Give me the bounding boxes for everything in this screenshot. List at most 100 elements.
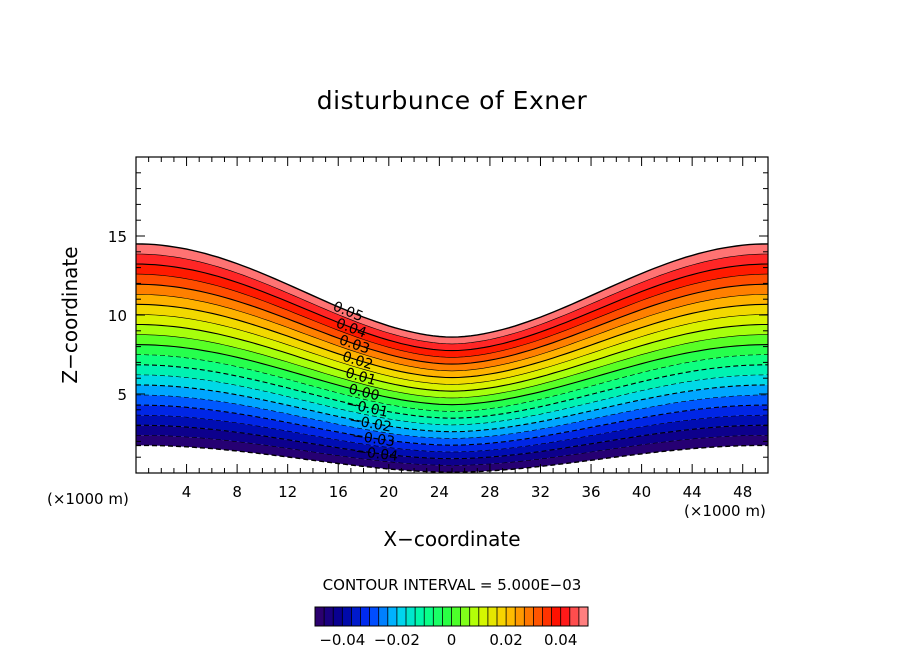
contour-label: −0.03 <box>351 428 396 450</box>
contour-band <box>136 274 768 365</box>
colorbar-swatch <box>387 607 398 626</box>
x-tick-label: 32 <box>531 483 550 501</box>
contour-band <box>136 425 768 466</box>
x-tick-label: 24 <box>430 483 449 501</box>
colorbar-swatch <box>442 607 452 626</box>
contour-line <box>135 243 769 338</box>
colorbar-swatch <box>578 607 589 626</box>
colorbar-frame <box>314 606 589 627</box>
y-tick-label: 10 <box>108 307 127 325</box>
colorbar-swatch <box>497 607 507 626</box>
x-tick-label: 48 <box>733 483 752 501</box>
colorbar-swatch <box>560 607 570 626</box>
contour-band <box>136 294 768 378</box>
contour-band <box>136 405 768 452</box>
contour-band <box>136 284 768 371</box>
contour-line <box>136 334 768 399</box>
x-tick-label: 20 <box>379 483 398 501</box>
contour-band <box>136 344 768 412</box>
contour-line <box>135 344 769 406</box>
colorbar-swatch <box>333 607 343 626</box>
x-tick-label: 40 <box>632 483 651 501</box>
contour-line <box>135 273 769 358</box>
contour-band <box>136 254 768 351</box>
contour-band <box>136 384 768 439</box>
contour-line <box>135 283 769 365</box>
contour-label: 0.00 <box>347 381 381 404</box>
y-tick-label: 15 <box>108 228 127 246</box>
colorbar-swatch <box>315 607 325 626</box>
y-tick-label: 5 <box>117 386 127 404</box>
colorbar-swatch <box>378 607 388 626</box>
contour-lines <box>135 243 769 473</box>
colorbar-swatch <box>569 607 580 626</box>
contour-line <box>135 384 769 433</box>
x-tick-label: 16 <box>329 483 348 501</box>
colorbar-tick-label: −0.04 <box>319 631 365 649</box>
colorbar-swatch <box>369 607 379 626</box>
colorbar-swatch <box>533 607 543 626</box>
colorbar-swatch <box>469 607 479 626</box>
contour-interval-label: CONTOUR INTERVAL = 5.000E−03 <box>322 576 582 594</box>
colorbar-tick-label: 0 <box>447 631 457 649</box>
contour-band <box>136 304 768 385</box>
colorbar-swatch <box>524 607 534 626</box>
contour-line <box>136 404 768 446</box>
colorbar-tick-label: 0.02 <box>489 631 522 649</box>
contour-line <box>136 424 768 460</box>
x-tick-label: 28 <box>480 483 499 501</box>
colorbar-swatch <box>406 607 416 626</box>
contour-band <box>136 354 768 419</box>
contour-band <box>136 334 768 405</box>
contour-line <box>135 414 769 453</box>
contour-line <box>135 263 769 352</box>
contour-line <box>135 253 769 345</box>
contour-fills <box>136 243 768 473</box>
colorbar-swatch <box>451 607 461 626</box>
contour-line <box>135 374 769 426</box>
contour-band <box>136 364 768 425</box>
colorbar-swatch <box>515 607 525 626</box>
colorbar-swatch <box>415 607 425 626</box>
colorbar-swatch <box>487 607 498 626</box>
contour-label: −0.02 <box>348 412 393 435</box>
contour-band <box>136 395 768 446</box>
colorbar: −0.04 −0.02 0 0.02 0.04 <box>314 606 589 649</box>
colorbar-swatch <box>478 607 489 626</box>
z-unit-label: (×1000 m) <box>47 490 129 508</box>
colorbar-tick-label: −0.02 <box>374 631 420 649</box>
x-unit-label: (×1000 m) <box>684 502 766 520</box>
x-tick-label: 12 <box>278 483 297 501</box>
colorbar-swatch <box>460 607 470 626</box>
contour-band <box>136 415 768 459</box>
colorbar-swatch <box>360 607 370 626</box>
x-tick-label: 8 <box>232 483 242 501</box>
contour-line <box>135 303 769 379</box>
colorbar-swatch <box>506 607 516 626</box>
x-tick-label: 44 <box>683 483 702 501</box>
colorbar-swatch <box>542 607 552 626</box>
contour-band <box>136 243 768 344</box>
colorbar-swatch <box>324 607 334 626</box>
contour-line <box>136 394 768 439</box>
contour-line <box>136 444 768 473</box>
colorbar-swatch <box>396 607 407 626</box>
contour-band <box>136 324 768 398</box>
colorbar-swatch <box>551 607 561 626</box>
contour-line <box>136 354 768 412</box>
contour-band <box>136 264 768 358</box>
colorbar-swatch <box>424 607 434 626</box>
colorbar-swatch <box>351 607 361 626</box>
colorbar-swatch <box>433 607 443 626</box>
contour-band <box>136 314 768 392</box>
contour-line <box>135 314 769 385</box>
x-tick-label: 36 <box>581 483 600 501</box>
x-axis-label: X−coordinate <box>383 527 521 551</box>
colorbar-swatch <box>342 607 352 626</box>
contour-labels: 0.050.040.030.020.010.00−0.01−0.02−0.03−… <box>330 299 399 465</box>
contour-line <box>136 294 768 372</box>
contour-label: −0.04 <box>354 444 399 465</box>
colorbar-tick-label: 0.04 <box>544 631 577 649</box>
